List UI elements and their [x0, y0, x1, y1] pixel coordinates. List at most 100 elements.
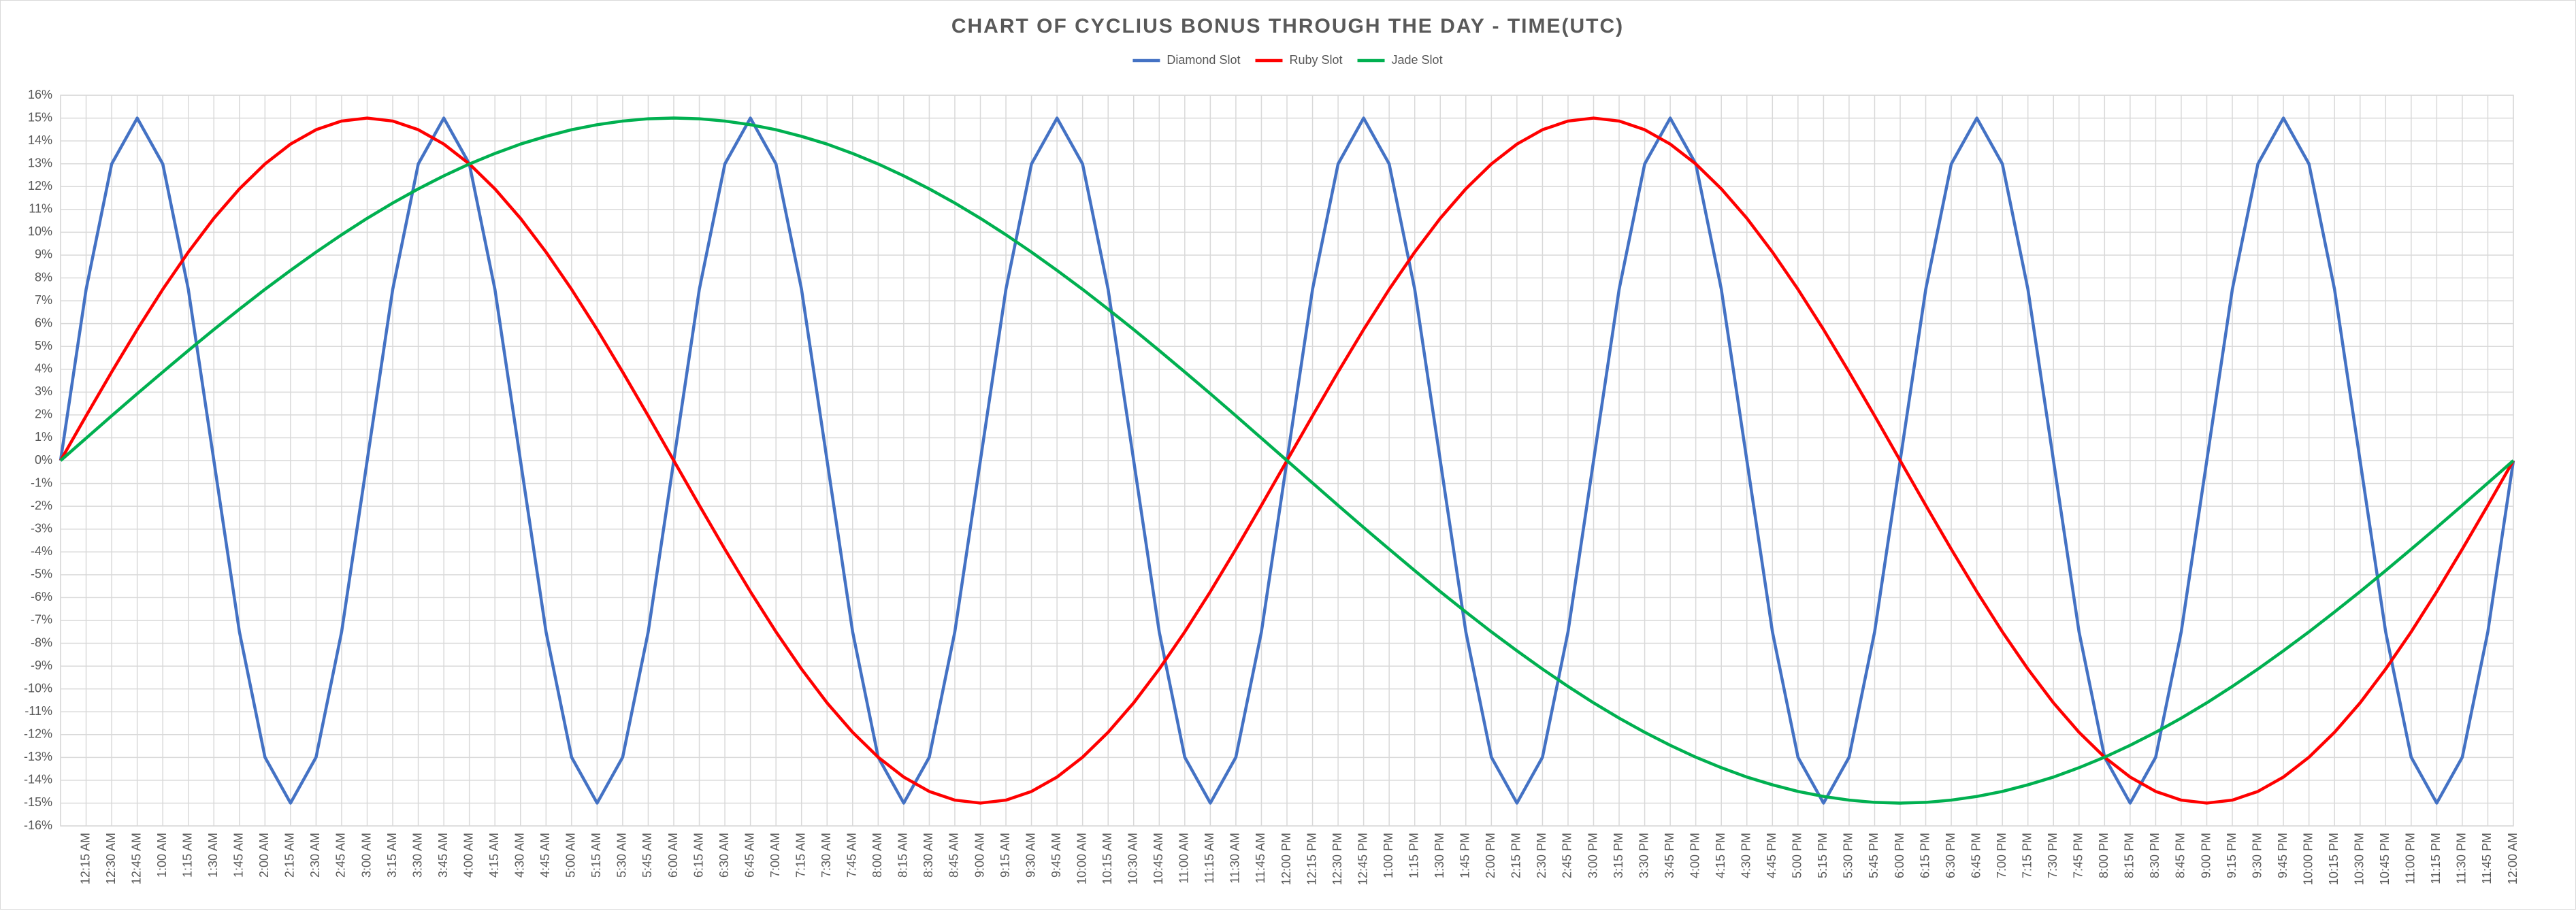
x-tick-label: 1:30 AM: [206, 833, 220, 878]
x-tick-label: 11:00 PM: [2404, 833, 2417, 884]
y-tick-label: -16%: [24, 818, 52, 832]
x-tick-label: 12:45 PM: [1356, 833, 1369, 885]
x-tick-label: 8:00 PM: [2097, 833, 2110, 878]
x-tick-label: 9:00 PM: [2199, 833, 2213, 878]
y-tick-label: 4%: [35, 362, 52, 376]
x-tick-label: 5:00 AM: [564, 833, 578, 878]
x-tick-label: 6:45 PM: [1969, 833, 1983, 878]
x-tick-label: 12:15 PM: [1305, 833, 1318, 885]
series-line: [59, 116, 2515, 805]
y-tick-label: -3%: [31, 521, 52, 535]
x-tick-label: 11:15 AM: [1203, 833, 1216, 884]
x-tick-label: 4:30 PM: [1740, 833, 1753, 878]
x-tick-label: 7:30 AM: [819, 833, 833, 878]
x-tick-label: 10:00 AM: [1075, 833, 1088, 884]
x-tick-label: 4:15 AM: [487, 833, 501, 878]
x-tick-label: 6:00 PM: [1893, 833, 1906, 878]
y-tick-label: 0%: [35, 453, 52, 467]
y-tick-label: -4%: [31, 544, 52, 558]
x-tick-label: 6:00 AM: [666, 833, 680, 878]
x-tick-label: 12:15 AM: [78, 833, 92, 884]
x-tick-label: 11:45 AM: [1254, 833, 1267, 884]
y-tick-label: 3%: [35, 384, 52, 398]
y-tick-label: -9%: [31, 659, 52, 672]
grid: 12:15 AM 12:30 AM 12:45 AM 1:00 AM 1:15 AM 1:…: [24, 88, 2520, 885]
chart-title: CHART OF CYCLIUS BONUS THROUGH THE DAY -…: [951, 15, 1624, 37]
y-tick-label: 15%: [28, 110, 52, 124]
x-tick-label: 7:30 PM: [2046, 833, 2059, 878]
x-tick-label: 3:15 AM: [385, 833, 399, 878]
x-tick-label: 1:00 PM: [1382, 833, 1395, 878]
x-tick-label: 4:45 AM: [538, 833, 552, 878]
x-tick-label: 5:45 PM: [1867, 833, 1880, 878]
x-tick-label: 9:30 PM: [2250, 833, 2264, 878]
legend: Diamond Slot Ruby Slot Jade Slot: [1132, 53, 1443, 67]
y-tick-label: 10%: [28, 225, 52, 238]
x-tick-label: 11:00 AM: [1177, 833, 1191, 884]
x-tick-label: 12:30 PM: [1331, 833, 1344, 885]
x-tick-label: 2:45 AM: [334, 833, 348, 878]
y-tick-label: 6%: [35, 316, 52, 329]
x-tick-label: 3:00 PM: [1586, 833, 1599, 878]
y-tick-label: 7%: [35, 293, 52, 307]
x-tick-label: 7:00 AM: [768, 833, 782, 878]
y-tick-label: 14%: [28, 133, 52, 147]
plot-lines: [59, 116, 2515, 805]
x-tick-label: 9:45 AM: [1049, 833, 1063, 878]
x-tick-label: 6:30 AM: [717, 833, 731, 878]
x-tick-label: 8:15 PM: [2123, 833, 2136, 878]
x-tick-label: 5:30 AM: [615, 833, 629, 878]
y-tick-label: -12%: [24, 727, 52, 741]
y-tick-label: 9%: [35, 248, 52, 261]
x-tick-label: 8:15 AM: [896, 833, 910, 878]
x-tick-label: 8:00 AM: [870, 833, 884, 878]
x-tick-label: 5:15 AM: [589, 833, 603, 878]
x-tick-label: 2:30 PM: [1535, 833, 1548, 878]
y-tick-label: -2%: [31, 499, 52, 512]
x-tick-label: 1:45 AM: [232, 833, 246, 878]
x-tick-label: 10:00 PM: [2301, 833, 2315, 885]
x-tick-label: 5:00 PM: [1791, 833, 1804, 878]
y-tick-label: -14%: [24, 773, 52, 786]
y-tick-label: 12%: [28, 179, 52, 193]
x-tick-label: 4:15 PM: [1714, 833, 1727, 878]
x-tick-label: 7:45 PM: [2072, 833, 2085, 878]
y-tick-label: -1%: [31, 476, 52, 489]
x-tick-label: 4:00 PM: [1688, 833, 1701, 878]
x-tick-label: 6:30 PM: [1944, 833, 1957, 878]
x-tick-label: 10:45 PM: [2378, 833, 2392, 885]
x-tick-label: 11:30 AM: [1228, 833, 1242, 884]
x-tick-label: 1:30 PM: [1433, 833, 1446, 878]
x-tick-label: 12:00 AM: [2506, 833, 2520, 884]
x-tick-label: 1:15 PM: [1407, 833, 1420, 878]
x-tick-label: 9:15 AM: [998, 833, 1012, 878]
x-tick-label: 3:30 AM: [410, 833, 424, 878]
x-tick-label: 10:30 PM: [2353, 833, 2366, 885]
x-tick-label: 8:30 PM: [2148, 833, 2162, 878]
x-tick-label: 9:00 AM: [973, 833, 986, 878]
x-tick-label: 8:45 PM: [2174, 833, 2187, 878]
x-tick-label: 11:45 PM: [2480, 833, 2494, 884]
x-tick-label: 3:00 AM: [359, 833, 373, 878]
x-tick-label: 3:15 PM: [1612, 833, 1625, 878]
x-tick-label: 2:30 AM: [308, 833, 322, 878]
x-tick-label: 1:00 AM: [155, 833, 169, 878]
y-tick-label: -15%: [24, 795, 52, 809]
x-tick-label: 5:15 PM: [1816, 833, 1829, 878]
x-tick-label: 1:15 AM: [180, 833, 194, 878]
x-tick-label: 5:45 AM: [640, 833, 654, 878]
x-tick-label: 7:00 PM: [1995, 833, 2008, 878]
y-tick-label: -5%: [31, 567, 52, 581]
x-tick-label: 9:30 AM: [1024, 833, 1037, 878]
x-tick-label: 1:45 PM: [1458, 833, 1472, 878]
x-tick-label: 7:45 AM: [845, 833, 859, 878]
x-tick-label: 8:45 AM: [947, 833, 961, 878]
x-tick-label: 2:45 PM: [1561, 833, 1574, 878]
x-tick-label: 11:30 PM: [2455, 833, 2468, 884]
y-tick-label: 2%: [35, 408, 52, 421]
x-tick-label: 6:15 AM: [691, 833, 705, 878]
legend-label: Jade Slot: [1392, 53, 1443, 67]
y-tick-label: 5%: [35, 339, 52, 352]
y-tick-label: -8%: [31, 635, 52, 649]
